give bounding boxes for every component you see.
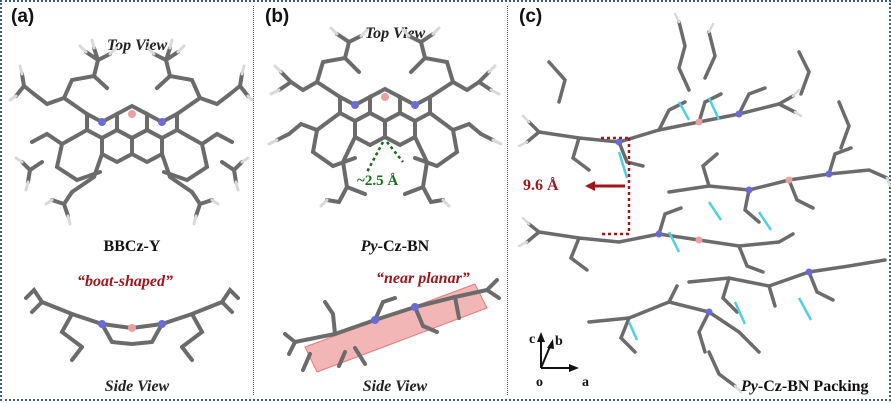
axis-c-label: c [529,332,536,347]
boat-shaped-annotation: “boat-shaped” [77,273,173,290]
py-cz-bn-name-prefix: Py [360,238,378,255]
bbcz-y-top-structure [8,38,254,226]
packing-caption: Py-Cz-BN Packing [741,378,891,396]
h-h-distance-label: ~2.5 Å [357,173,399,189]
panel-b-label: (b) [265,6,290,27]
panel-a-bottom-caption: Side View [104,378,170,395]
bbcz-y-name: BBCz-Y [103,238,161,255]
packing-caption-prefix: Py [741,378,758,395]
panel-b-bottom-caption: Side View [362,378,428,395]
py-cz-bn-top-structure [267,26,503,208]
py-cz-bn-name-suffix: -Cz-BN [377,238,430,255]
axis-b-label: b [555,334,563,349]
h-h-distance-value: 2.5 Å [364,173,399,189]
panel-a-label: (a) [11,6,35,27]
panel-c: (c) [509,2,891,399]
separator-a-b [253,6,254,395]
panel-b: (b) Top View [255,2,505,399]
panel-c-label: (c) [519,6,543,27]
stack-distance-label: 9.6 Å [523,177,559,194]
packing-caption-suffix: -Cz-BN Packing [757,378,869,395]
py-cz-bn-name: Py-Cz-BN [320,238,470,256]
axis-origin-label: o [536,375,543,390]
panel-a-top-caption: Top View [106,37,168,54]
separator-b-c [507,6,508,395]
crystal-packing-structure [517,12,891,394]
bbcz-y-side-structure [24,286,240,362]
near-planar-annotation: “near planar” [376,270,470,287]
panel-a: (a) Top View [2,2,254,399]
axis-a-label: a [582,375,589,390]
py-cz-bn-side-structure [283,278,501,373]
